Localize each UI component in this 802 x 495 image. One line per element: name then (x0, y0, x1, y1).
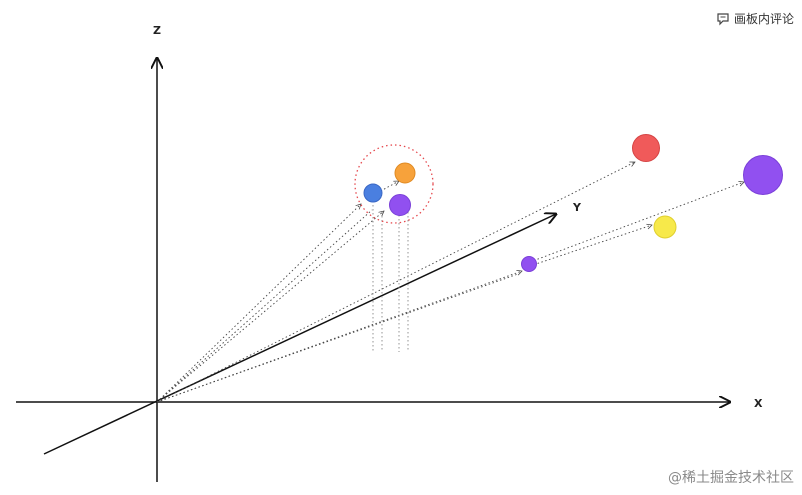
vector-purple-cluster (156, 209, 373, 403)
vector-blue (156, 204, 361, 403)
highlight-ring (354, 144, 434, 224)
vector-purple-small-2 (156, 273, 519, 403)
comment-label: 画板内评论 (733, 12, 794, 26)
comment-icon (717, 12, 729, 25)
board-comment-button[interactable]: 画板内评论 (716, 10, 794, 27)
vector-purple-small (156, 271, 522, 403)
vector-purple-small-cluster (156, 211, 384, 403)
point-red (632, 134, 660, 162)
point-blue (363, 183, 383, 203)
vector-yellow (529, 225, 652, 267)
z-axis-label: Z (153, 24, 161, 37)
point-yellow (653, 215, 677, 239)
projection-vectors (156, 161, 744, 403)
x-axis-label: X (754, 397, 763, 410)
point-orange (394, 162, 416, 184)
point-purple-small (521, 256, 537, 272)
y-axis (43, 214, 556, 455)
watermark: @稀土掘金技术社区 (668, 470, 794, 486)
point-purple-large (743, 155, 783, 195)
y-axis-label: Y (572, 201, 582, 214)
point-purple-cluster (389, 194, 411, 216)
vector-purple-large (529, 182, 744, 263)
vector-red (156, 161, 635, 403)
drop-lines (372, 205, 409, 352)
